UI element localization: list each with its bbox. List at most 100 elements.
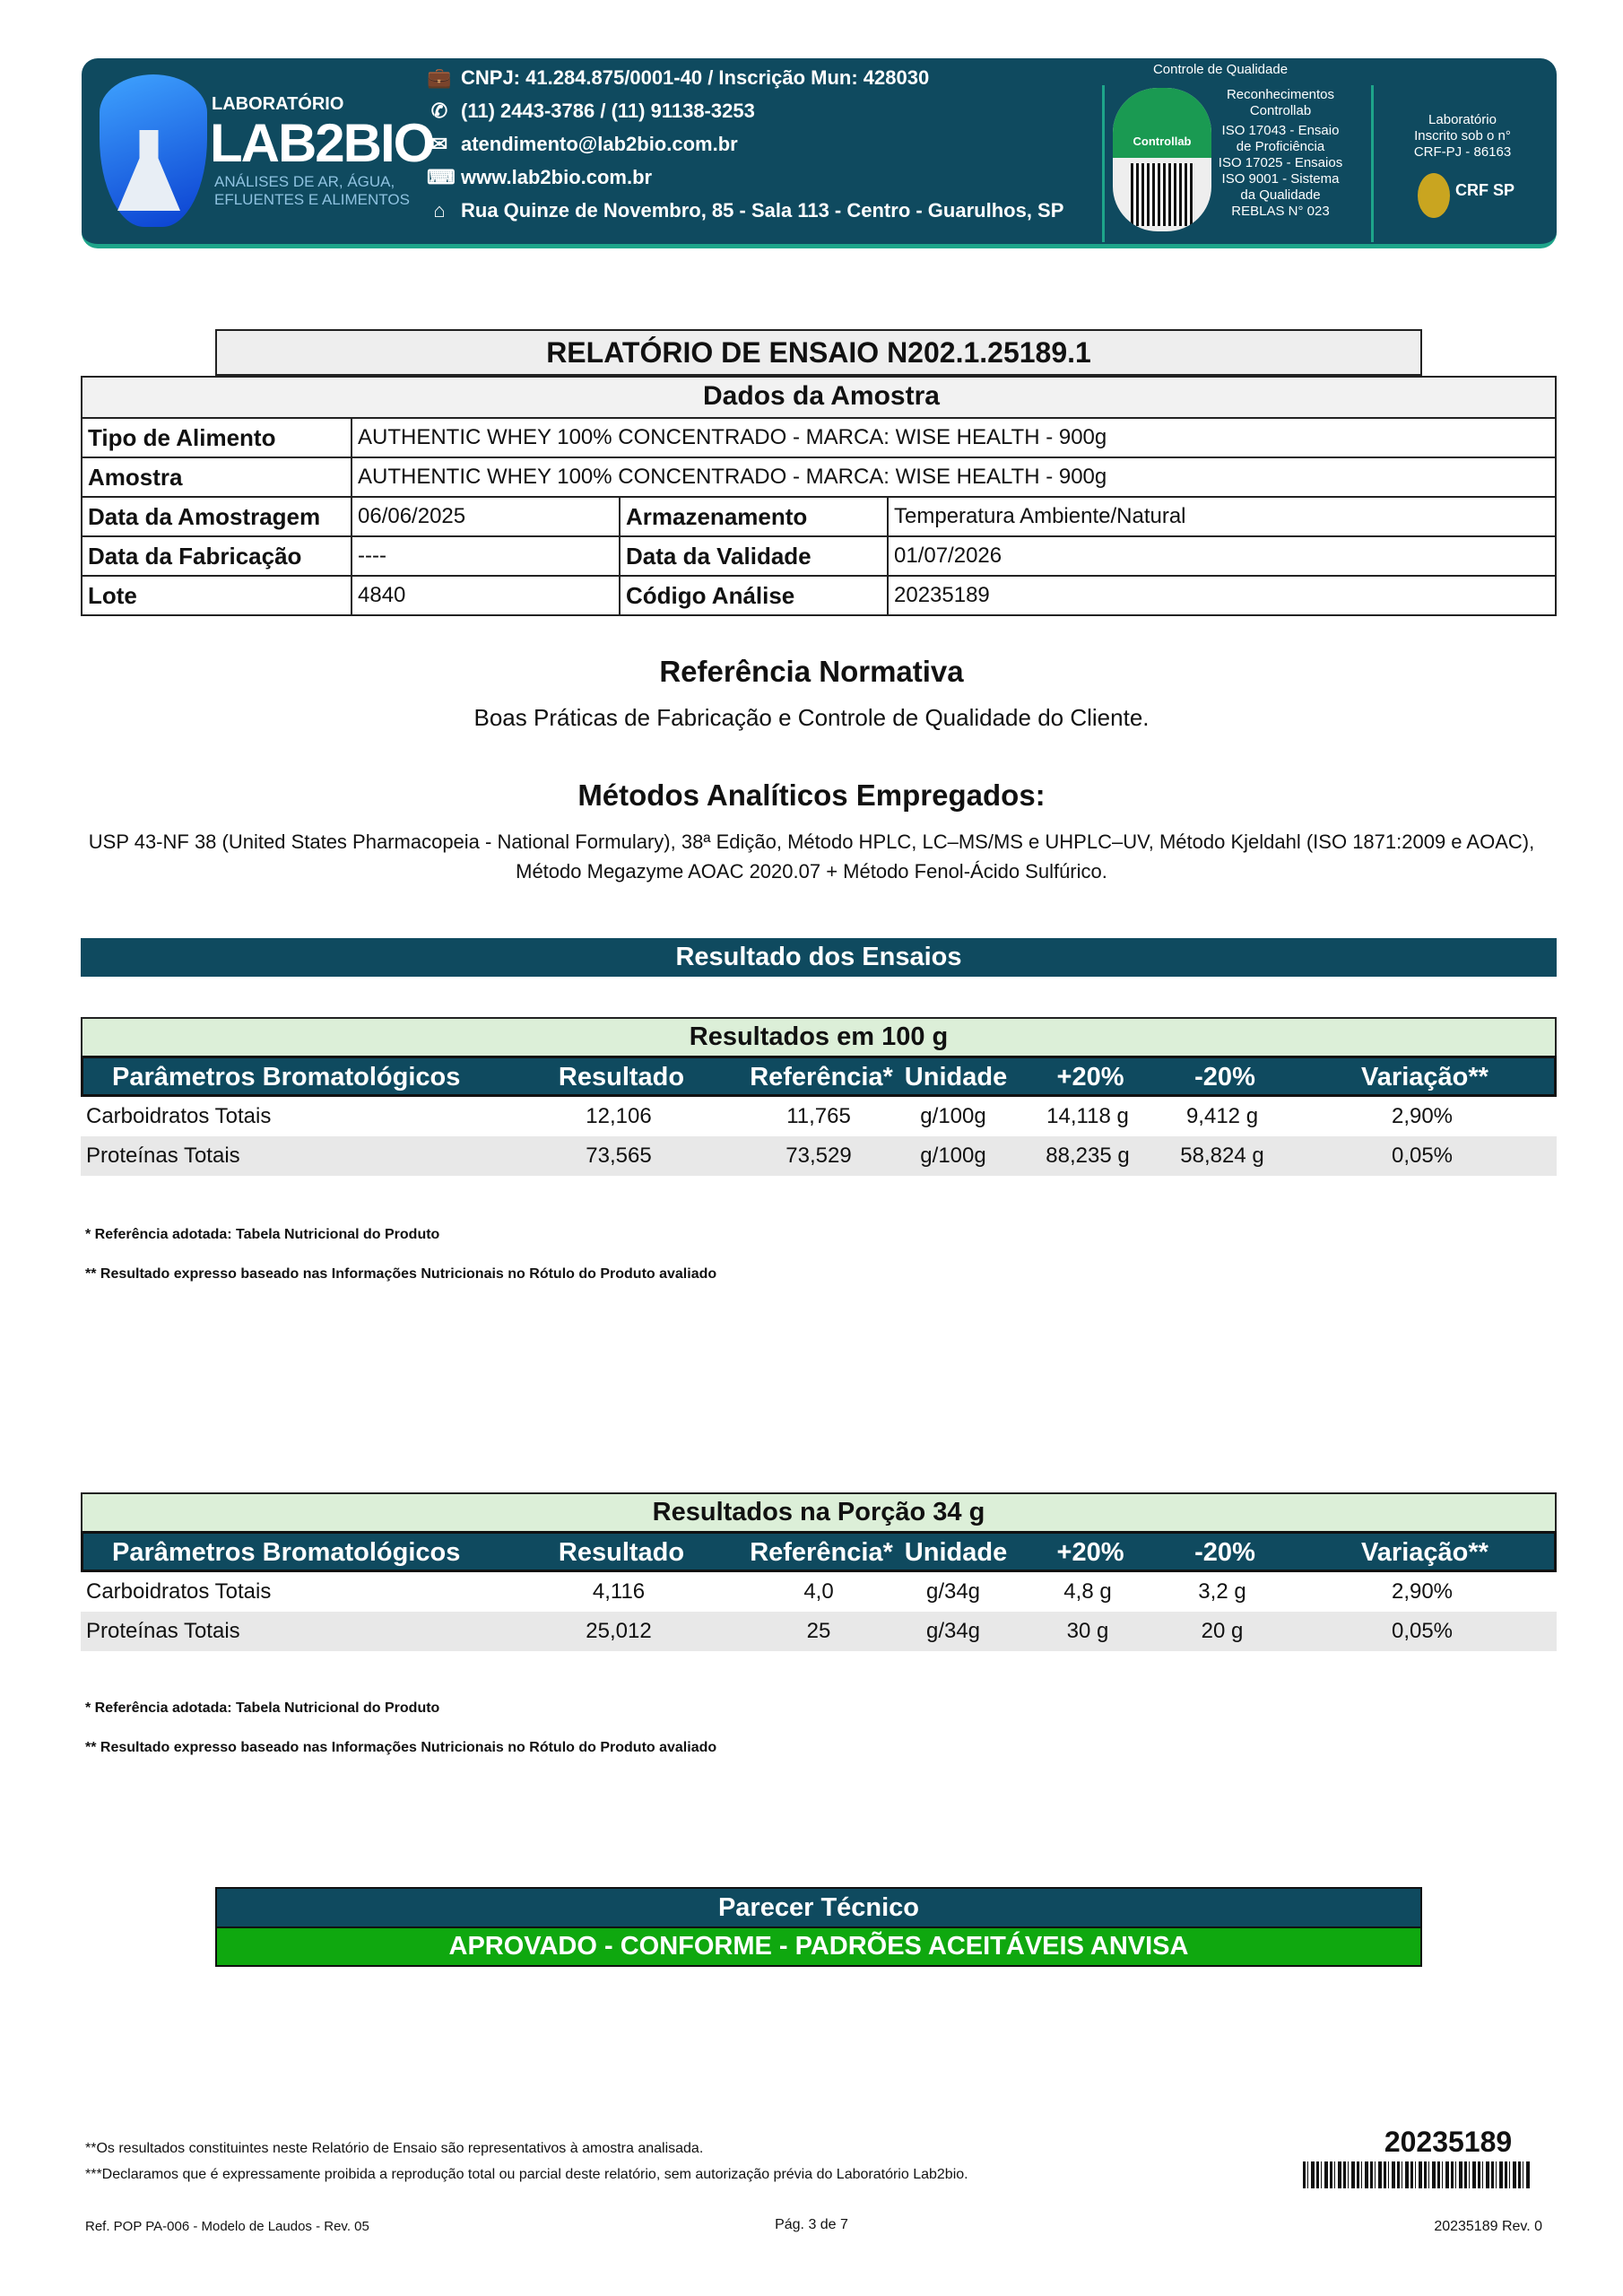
cell-reference: 73,529	[785, 1144, 852, 1168]
parecer-title: Parecer Técnico	[215, 1887, 1422, 1927]
results-bar: Resultado dos Ensaios	[81, 938, 1557, 977]
column-header-parameter: Parâmetros Bromatológicos	[112, 1063, 461, 1091]
mail-icon: ✉	[430, 133, 448, 155]
parecer-result: APROVADO - CONFORME - PADRÕES ACEITÁVEIS…	[215, 1926, 1422, 1967]
label: Código Análise	[619, 577, 887, 614]
page-number: Pág. 3 de 7	[775, 2217, 848, 2232]
recog-line: ISO 9001 - Sistema	[1221, 171, 1340, 187]
crf-info: Laboratório Inscrito sob o n° CRF-PJ - 8…	[1386, 112, 1539, 161]
barcode	[1303, 2161, 1532, 2188]
cell-parameter: Proteínas Totais	[86, 1619, 240, 1643]
controllab-seal: Controllab	[1113, 88, 1211, 231]
home-icon: ⌂	[433, 199, 446, 222]
footer-ref: Ref. POP PA-006 - Modelo de Laudos - Rev…	[85, 2219, 369, 2234]
cell-variation: 0,05%	[1391, 1144, 1454, 1168]
footnote: * Referência adotada: Tabela Nutricional…	[85, 1700, 440, 1716]
cell-plus20: 88,235 g	[1046, 1144, 1130, 1168]
cell-result: 25,012	[586, 1619, 652, 1643]
email-text: atendimento@lab2bio.com.br	[461, 133, 738, 155]
column-header-result: Resultado	[558, 1538, 685, 1567]
label: Tipo de Alimento	[88, 424, 276, 451]
table-row: Proteínas Totais 73,565 73,529 g/100g 88,235…	[81, 1136, 1557, 1176]
contact-list: 💼 CNPJ: 41.284.875/0001-40 / Inscrição Mu…	[427, 66, 1063, 222]
table-title: Resultados na Porção 34 g	[81, 1492, 1557, 1531]
contact-email[interactable]: ✉ atendimento@lab2bio.com.br	[427, 133, 1063, 156]
contact-phone: ✆ (11) 2443-3786 / (11) 91138-3253	[427, 100, 1063, 123]
cell-reference: 25	[806, 1619, 831, 1643]
metodos-line2: Método Megazyme AOAC 2020.07 + Método Fe…	[516, 860, 1107, 883]
column-header-reference: Referência*	[750, 1538, 893, 1567]
cell-result: 12,106	[586, 1104, 652, 1128]
recog-line: ISO 17025 - Ensaios	[1218, 155, 1343, 170]
recognitions: Reconhecimentos Controllab ISO 17043 - E…	[1213, 87, 1348, 220]
cell-unit: g/34g	[925, 1579, 981, 1604]
label: Amostra	[88, 464, 183, 491]
contact-web[interactable]: ⌨ www.lab2bio.com.br	[427, 166, 1063, 189]
footer-rev: 20235189 Rev. 0	[1434, 2219, 1542, 2234]
divider	[1102, 85, 1105, 242]
label: Data da Fabricação	[88, 543, 302, 570]
barcode-number: 20235189	[1384, 2126, 1513, 2158]
footnote: ** Resultado expresso baseado nas Inform…	[85, 1266, 717, 1282]
column-header-minus20: -20%	[1194, 1063, 1255, 1091]
logo-line4: EFLUENTES E ALIMENTOS	[214, 191, 410, 208]
crf-emblem	[1418, 173, 1450, 218]
results-table: Resultados em 100 g Parâmetros Bromatológ…	[81, 1017, 1557, 1176]
table-title: Resultados em 100 g	[81, 1017, 1557, 1056]
cell-plus20: 4,8 g	[1063, 1579, 1112, 1604]
cell-reference: 11,765	[786, 1104, 851, 1128]
cell-plus20: 14,118 g	[1046, 1104, 1129, 1128]
recog-line: Reconhecimentos	[1226, 87, 1335, 102]
referencia-title: Referência Normativa	[659, 655, 964, 688]
recog-line: Controllab	[1249, 103, 1312, 118]
cell-parameter: Proteínas Totais	[86, 1144, 240, 1168]
cell-unit: g/100g	[920, 1104, 986, 1128]
label: Data da Validade	[619, 537, 887, 575]
cell-result: 4,116	[592, 1579, 646, 1604]
label: Armazenamento	[619, 498, 887, 535]
label: Lote	[88, 582, 137, 609]
crf-line: Inscrito sob o n°	[1414, 128, 1511, 144]
cnpj-text: CNPJ: 41.284.875/0001-40 / Inscrição Mun…	[461, 66, 930, 89]
value: AUTHENTIC WHEY 100% CONCENTRADO - MARCA:…	[351, 458, 1555, 496]
column-header-plus20: +20%	[1056, 1063, 1124, 1091]
column-header-variation: Variação**	[1361, 1063, 1488, 1091]
logo-line3: ANÁLISES DE AR, ÁGUA,	[214, 173, 395, 190]
recog-line: REBLAS N° 023	[1231, 204, 1330, 219]
value: 06/06/2025	[351, 498, 619, 535]
recog-line: da Qualidade	[1240, 187, 1321, 203]
contact-address: ⌂ Rua Quinze de Novembro, 85 - Sala 113 -…	[427, 199, 1063, 222]
recog-line: ISO 17043 - Ensaio	[1221, 123, 1340, 138]
crf-line: Laboratório	[1428, 112, 1497, 127]
table-row: Proteínas Totais 25,012 25 g/34g 30 g 20 g 0,0…	[81, 1612, 1557, 1651]
quality-title: Controle de Qualidade	[1152, 62, 1289, 77]
qr-code	[1131, 163, 1193, 226]
value: ----	[351, 537, 619, 575]
value: 01/07/2026	[887, 537, 1555, 575]
logo-name: LAB2BIO	[210, 113, 435, 173]
column-header-result: Resultado	[558, 1063, 685, 1091]
footnote: * Referência adotada: Tabela Nutricional…	[85, 1227, 440, 1242]
cell-reference: 4,0	[803, 1579, 834, 1604]
phone-icon: ✆	[430, 100, 448, 122]
report-title: RELATÓRIO DE ENSAIO N202.1.25189.1	[215, 329, 1422, 376]
cell-minus20: 9,412 g	[1185, 1104, 1259, 1128]
table-row: Carboidratos Totais 4,116 4,0 g/34g 4,8 g 3,2…	[81, 1572, 1557, 1612]
value: 4840	[351, 577, 619, 614]
cell-parameter: Carboidratos Totais	[86, 1104, 272, 1128]
divider	[1371, 85, 1374, 242]
crf-line: CRF-PJ - 86163	[1413, 144, 1512, 160]
referencia-text: Boas Práticas de Fabricação e Controle d…	[473, 704, 1150, 731]
cell-unit: g/34g	[925, 1619, 981, 1643]
table-header: Parâmetros Bromatológicos Resultado Referê…	[81, 1056, 1557, 1097]
table-row: Carboidratos Totais 12,106 11,765 g/100g 14,…	[81, 1097, 1557, 1136]
footnote: ** Resultado expresso baseado nas Inform…	[85, 1740, 717, 1755]
recog-line: de Proficiência	[1236, 139, 1325, 154]
cell-minus20: 58,824 g	[1180, 1144, 1264, 1168]
column-header-unit: Unidade	[904, 1538, 1008, 1567]
logo-line1: LABORATÓRIO	[212, 94, 344, 114]
footer-note2: ***Declaramos que é expressamente proibi…	[85, 2167, 968, 2182]
value: AUTHENTIC WHEY 100% CONCENTRADO - MARCA:…	[351, 419, 1555, 457]
value: 20235189	[887, 577, 1555, 614]
cell-variation: 0,05%	[1391, 1619, 1454, 1643]
